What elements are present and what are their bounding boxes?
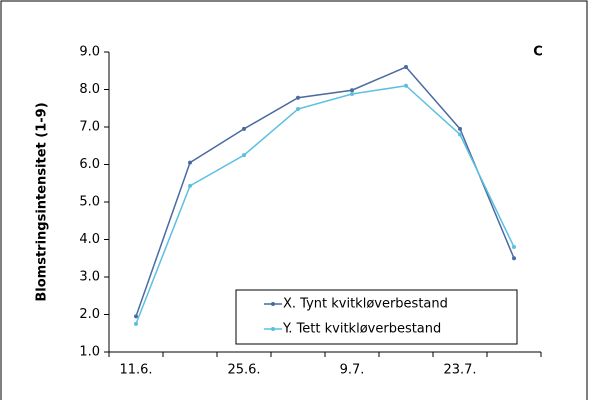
y-tick-label: 1.0 [79,345,100,360]
series-line [135,66,515,317]
point [350,92,354,96]
point [404,83,408,88]
point [512,245,516,249]
point [242,153,246,158]
y-tick-label: 9.0 [79,45,100,60]
x-tick-label: 9.7. [340,363,365,378]
point [458,126,462,131]
legend-label: X. Tynt kvitkløverbestand [283,297,448,312]
chart-title: C [533,45,543,60]
point [458,132,462,137]
y-tick-label: 8.0 [79,82,100,97]
point [242,126,246,131]
x-tick-label: 23.7. [443,363,476,378]
point [296,95,300,100]
point [512,256,516,261]
series-line [135,84,515,325]
y-axis-label: Blomstringsintensitet (1-9) [35,102,50,301]
legend-marker [271,327,275,331]
point [296,107,300,111]
point [350,88,354,93]
x-tick-label: 11.6. [119,363,152,378]
y-tick-label: 3.0 [79,270,100,285]
point [188,160,192,165]
y-tick-label: 2.0 [79,307,100,322]
y-tick-label: 6.0 [79,157,100,172]
legend-marker [271,302,275,306]
x-tick-label: 25.6. [227,363,260,378]
y-tick-label: 5.0 [79,195,100,210]
point [134,314,138,319]
legend-label: Y. Tett kvitkløverbestand [282,322,441,337]
point [404,65,408,69]
legend-box [235,289,518,345]
y-tick-label: 4.0 [79,232,100,247]
point [188,183,192,188]
y-tick-label: 7.0 [79,120,100,135]
point [134,321,138,326]
